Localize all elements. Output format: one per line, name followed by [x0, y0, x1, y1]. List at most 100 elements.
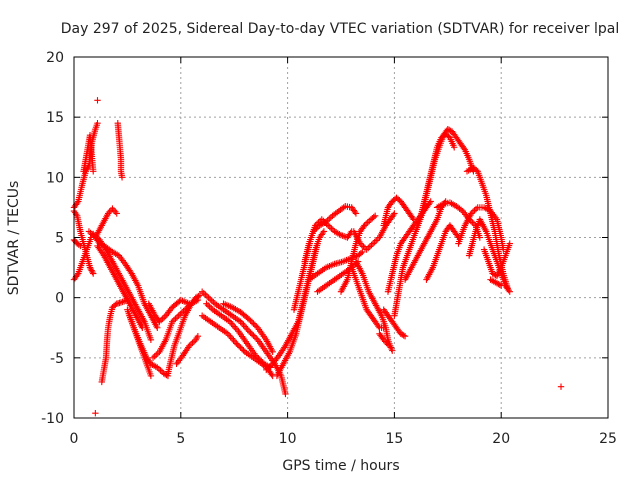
data-point-marker	[237, 344, 244, 351]
data-point-marker	[506, 240, 513, 247]
data-point-marker	[472, 205, 480, 213]
data-point-marker	[90, 168, 97, 175]
data-point-marker	[231, 338, 239, 345]
data-point-marker	[147, 336, 155, 343]
data-point-marker	[204, 301, 212, 309]
data-point-marker	[365, 244, 372, 252]
data-point-marker	[371, 238, 378, 246]
data-point-marker	[505, 286, 512, 294]
data-point-marker	[172, 315, 179, 322]
data-point-marker	[248, 330, 256, 338]
data-point-marker	[371, 212, 379, 220]
data-point-marker	[243, 324, 250, 332]
data-point-marker	[147, 372, 155, 380]
data-point-marker	[370, 213, 377, 221]
data-point-marker	[206, 295, 214, 303]
series-arc-c4	[149, 296, 202, 362]
data-point-marker	[410, 216, 417, 223]
data-point-marker	[233, 340, 240, 347]
x-tick-label: 20	[492, 431, 510, 447]
data-point-marker	[250, 320, 257, 327]
data-point-marker	[247, 317, 254, 324]
data-point-marker	[320, 228, 328, 235]
x-tick-label: 0	[70, 431, 79, 447]
data-point-marker	[409, 214, 416, 222]
data-point-marker	[319, 229, 327, 237]
series-arc-h4	[465, 216, 513, 295]
data-point-marker	[357, 249, 365, 257]
data-point-marker	[360, 243, 367, 250]
series-arc-b5	[94, 97, 101, 104]
series-arc-c3	[126, 312, 155, 380]
data-point-marker	[118, 174, 126, 181]
data-point-marker	[328, 225, 335, 232]
x-axis-label: GPS time / hours	[282, 458, 399, 474]
data-point-marker	[208, 297, 215, 304]
data-point-marker	[389, 347, 396, 354]
data-point-marker	[368, 241, 375, 249]
data-point-marker	[401, 332, 409, 340]
data-point-marker	[231, 323, 238, 330]
x-tick-label: 15	[385, 431, 403, 447]
data-point-marker	[110, 207, 118, 214]
data-point-marker	[74, 199, 81, 207]
data-point-marker	[235, 343, 243, 350]
data-point-marker	[229, 321, 236, 329]
x-tick-label: 10	[279, 431, 297, 447]
series-arc-a2	[80, 132, 97, 175]
series-arc-c1	[98, 296, 131, 386]
data-point-marker	[234, 341, 241, 348]
series-arc-d4	[220, 300, 276, 356]
series-arc-g7	[423, 222, 462, 283]
data-point-marker	[124, 296, 131, 304]
data-point-marker	[228, 335, 236, 342]
data-point-marker	[202, 291, 209, 298]
data-point-marker	[250, 332, 257, 339]
data-point-marker	[195, 292, 202, 300]
data-point-marker	[94, 97, 101, 104]
series-arc-g2	[380, 194, 417, 229]
data-point-marker	[326, 223, 333, 231]
series-arc-c6	[145, 296, 193, 325]
y-tick-label: 10	[46, 170, 64, 186]
y-tick-label: -5	[50, 351, 64, 367]
series-arc-h1	[455, 204, 507, 253]
data-point-marker	[476, 234, 484, 241]
data-point-marker	[247, 329, 254, 336]
y-axis-ticks: -10 -5 0 5 10 15 20	[41, 50, 608, 427]
data-point-marker	[269, 348, 276, 356]
x-tick-label: 25	[599, 431, 617, 447]
data-point-marker	[557, 383, 565, 390]
series-arc-b3	[90, 230, 155, 343]
data-point-marker	[390, 211, 397, 219]
data-point-marker	[194, 332, 202, 340]
data-point-marker	[77, 242, 84, 250]
data-point-marker	[244, 326, 251, 333]
series-arc-f4	[376, 330, 392, 348]
data-point-marker	[245, 316, 253, 323]
data-point-marker	[384, 341, 392, 348]
data-point-marker	[139, 324, 146, 331]
data-point-marker	[189, 339, 196, 346]
data-point-marker	[251, 321, 259, 329]
data-point-marker	[228, 320, 235, 327]
data-point-marker	[369, 240, 377, 247]
data-point-marker	[94, 119, 101, 127]
data-point-marker	[157, 367, 164, 374]
series-arc-f3	[380, 306, 409, 340]
data-point-marker	[471, 207, 478, 214]
series-arc-g6	[416, 130, 458, 223]
data-point-marker	[451, 144, 458, 151]
data-point-marker	[359, 248, 366, 256]
data-point-marker	[206, 303, 213, 310]
data-point-marker	[351, 208, 359, 216]
data-point-marker	[506, 288, 513, 295]
y-axis-label: SDTVAR / TECUs	[6, 181, 22, 296]
data-point-marker	[314, 240, 321, 247]
data-point-marker	[498, 282, 505, 289]
data-point-marker	[375, 323, 382, 330]
data-point-marker	[268, 371, 275, 378]
data-point-marker	[112, 208, 119, 216]
data-point-marker	[151, 353, 158, 360]
